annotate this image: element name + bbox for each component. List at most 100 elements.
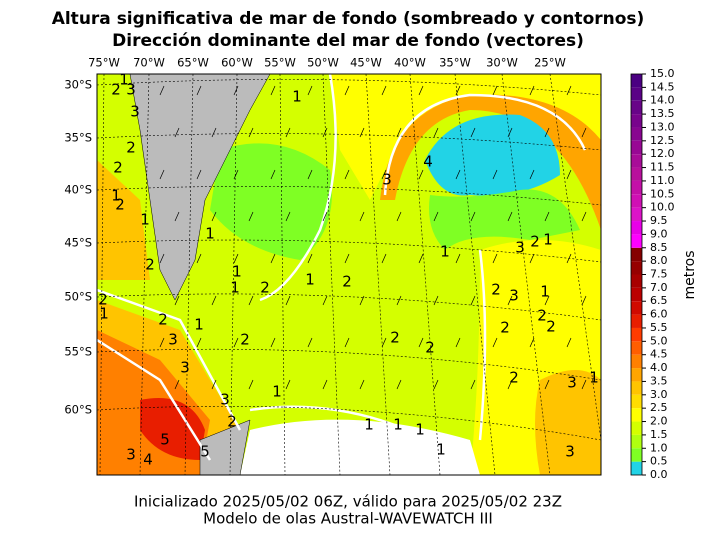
- wave-vector: [359, 379, 365, 390]
- contour-label: 1: [119, 71, 129, 89]
- wave-vector: [566, 337, 572, 348]
- colorbar-tick-label: 7.0: [650, 281, 668, 294]
- colorbar-tick-label: 9.5: [650, 214, 668, 227]
- colorbar-swatch: [631, 74, 642, 88]
- colorbar-swatch: [631, 154, 642, 168]
- colorbar-swatch: [631, 354, 642, 369]
- wave-vector: [381, 337, 387, 348]
- contour-label: 3: [382, 171, 392, 189]
- wave-vector: [418, 169, 424, 180]
- colorbar-tick-label: 9.0: [650, 227, 668, 240]
- lon-label: 70°W: [133, 56, 165, 70]
- contour-label: 1: [305, 271, 315, 289]
- contour-label: 1: [540, 283, 550, 301]
- colorbar-swatch: [631, 434, 642, 449]
- contour-label: 2: [98, 291, 108, 309]
- contour-label: 2: [111, 81, 121, 99]
- contour-label: 1: [436, 441, 446, 459]
- colorbar-swatch: [631, 341, 642, 355]
- colorbar-swatch: [631, 140, 642, 155]
- wave-vector: [344, 85, 350, 96]
- wave-vector: [433, 127, 439, 138]
- lon-label: 35°W: [439, 56, 471, 70]
- colorbar-tick-label: 12.0: [650, 147, 675, 160]
- contour-label: 3: [567, 374, 577, 392]
- wave-vector: [285, 211, 291, 222]
- wave-vector: [285, 127, 291, 138]
- wave-vector: [322, 295, 328, 306]
- wave-vector: [492, 253, 498, 264]
- wave-vector: [507, 379, 513, 390]
- wave-vector: [359, 211, 365, 222]
- wave-vector: [359, 295, 365, 306]
- wave-vector: [566, 169, 572, 180]
- wave-vector: [566, 85, 572, 96]
- wave-vector: [581, 127, 587, 138]
- contour-label: 5: [200, 443, 210, 461]
- wave-vector: [529, 169, 535, 180]
- wave-vector: [396, 295, 402, 306]
- wave-vector: [470, 127, 476, 138]
- wave-vector: [159, 253, 165, 264]
- contour-label: 1: [111, 187, 121, 205]
- colorbar-swatch: [631, 461, 642, 475]
- wave-vector: [248, 211, 254, 222]
- colorbar-swatch: [631, 274, 642, 288]
- wave-vector: [233, 337, 239, 348]
- wave-vector: [344, 169, 350, 180]
- wave-vector: [529, 85, 535, 96]
- colorbar-swatch: [631, 234, 642, 248]
- colorbar-tick-label: 14.5: [650, 80, 675, 93]
- wave-vector: [581, 211, 587, 222]
- subtitle: Dirección dominante del mar de fondo (ve…: [112, 31, 584, 51]
- contour-label: 3: [509, 287, 519, 305]
- contour-label: 3: [180, 359, 190, 377]
- colorbar-tick-label: 1.5: [650, 428, 668, 441]
- wave-vector: [507, 127, 513, 138]
- wave-vector: [248, 379, 254, 390]
- lat-label: 35°S: [64, 131, 92, 145]
- wave-vector: [418, 85, 424, 96]
- colorbar-swatch: [631, 261, 642, 275]
- contour-label: 1: [543, 231, 553, 249]
- contour-label: 2: [145, 256, 155, 274]
- wave-vector: [233, 253, 239, 264]
- contour-label: 2: [491, 281, 501, 299]
- wave-vector: [507, 295, 513, 306]
- wave-vector: [159, 337, 165, 348]
- contour-label: 1: [393, 416, 403, 434]
- wave-vector: [492, 169, 498, 180]
- wave-vector: [174, 379, 180, 390]
- wave-vector: [529, 253, 535, 264]
- contour-label: 3: [126, 81, 136, 99]
- colorbar-swatch: [631, 287, 642, 302]
- wave-vector: [159, 169, 165, 180]
- contour-label: 3: [220, 391, 230, 409]
- wave-vector: [470, 295, 476, 306]
- colorbar-tick-label: 5.5: [650, 321, 668, 334]
- wave-vector: [433, 295, 439, 306]
- map-frame: [96, 73, 602, 476]
- colorbar-tick-label: 3.5: [650, 374, 668, 387]
- wave-vector: [211, 211, 217, 222]
- contour-label: 2: [546, 318, 556, 336]
- wave-vector: [196, 169, 202, 180]
- contour-label: 2: [227, 413, 237, 431]
- lat-label: 60°S: [64, 403, 92, 417]
- wave-vector: [359, 127, 365, 138]
- wave-vector: [455, 169, 461, 180]
- contour-label: 1: [140, 211, 150, 229]
- wave-vector: [233, 85, 239, 96]
- wave-vector: [211, 127, 217, 138]
- colorbar-tick-label: 10.5: [650, 187, 675, 200]
- colorbar-tick-label: 7.5: [650, 268, 668, 281]
- wave-vector: [196, 85, 202, 96]
- wave-vector: [307, 253, 313, 264]
- contour-label: 2: [260, 279, 270, 297]
- contour-label: 1: [99, 305, 109, 323]
- wave-vector: [211, 379, 217, 390]
- wave-vector: [418, 253, 424, 264]
- lat-label: 40°S: [64, 183, 92, 197]
- colorbar-tick-label: 1.0: [650, 441, 668, 454]
